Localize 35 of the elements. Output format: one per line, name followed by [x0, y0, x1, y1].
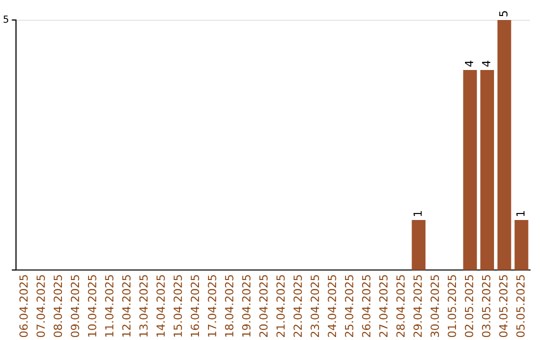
data-label: 5 [499, 11, 508, 16]
x-tick-label: 02.05.2025 [464, 275, 474, 338]
x-tick-label: 08.04.2025 [54, 275, 62, 338]
x-tick-label: 26.04.2025 [362, 275, 370, 337]
x-tick-label: 17.04.2025 [208, 275, 216, 337]
x-tick-label: 19.04.2025 [242, 275, 251, 337]
x-tick-label: 20.04.2025 [259, 275, 268, 337]
x-tick-label: 25.04.2025 [344, 275, 354, 337]
data-label: 4 [482, 60, 490, 67]
x-tick-label: 12.04.2025 [122, 275, 131, 337]
data-label: 1 [414, 211, 422, 216]
x-tick-label: 10.04.2025 [88, 275, 96, 337]
x-tick-label: 29.04.2025 [413, 275, 422, 337]
data-label: 1 [516, 211, 524, 216]
x-tick-label: 16.04.2025 [190, 275, 200, 337]
x-tick-label: 05.05.2025 [516, 275, 525, 338]
x-tick-label: 09.04.2025 [70, 275, 80, 338]
x-tick-label: 30.04.2025 [430, 275, 439, 337]
x-tick-label: 01.05.2025 [448, 275, 456, 338]
x-tick-label: 03.05.2025 [482, 275, 490, 338]
x-tick-label: 11.04.2025 [105, 275, 114, 337]
x-tick-label: 23.04.2025 [310, 275, 320, 337]
x-tick-label: 28.04.2025 [396, 275, 405, 337]
x-tick-label: 13.04.2025 [139, 275, 148, 337]
x-tick-label: 24.04.2025 [328, 275, 336, 337]
x-tick-label: 15.04.2025 [174, 275, 182, 337]
x-tick-label: 18.04.2025 [224, 275, 234, 337]
x-tick-label: 27.04.2025 [379, 275, 388, 337]
x-tick-label: 04.05.2025 [499, 275, 508, 338]
x-tick-label: 21.04.2025 [276, 275, 285, 337]
x-tick-label: 07.04.2025 [36, 275, 45, 338]
x-tick-label: 06.04.2025 [19, 275, 28, 338]
data-label: 4 [465, 60, 474, 67]
x-tick-label: 14.04.2025 [156, 275, 165, 337]
x-tick-label: 22.04.2025 [294, 275, 302, 337]
